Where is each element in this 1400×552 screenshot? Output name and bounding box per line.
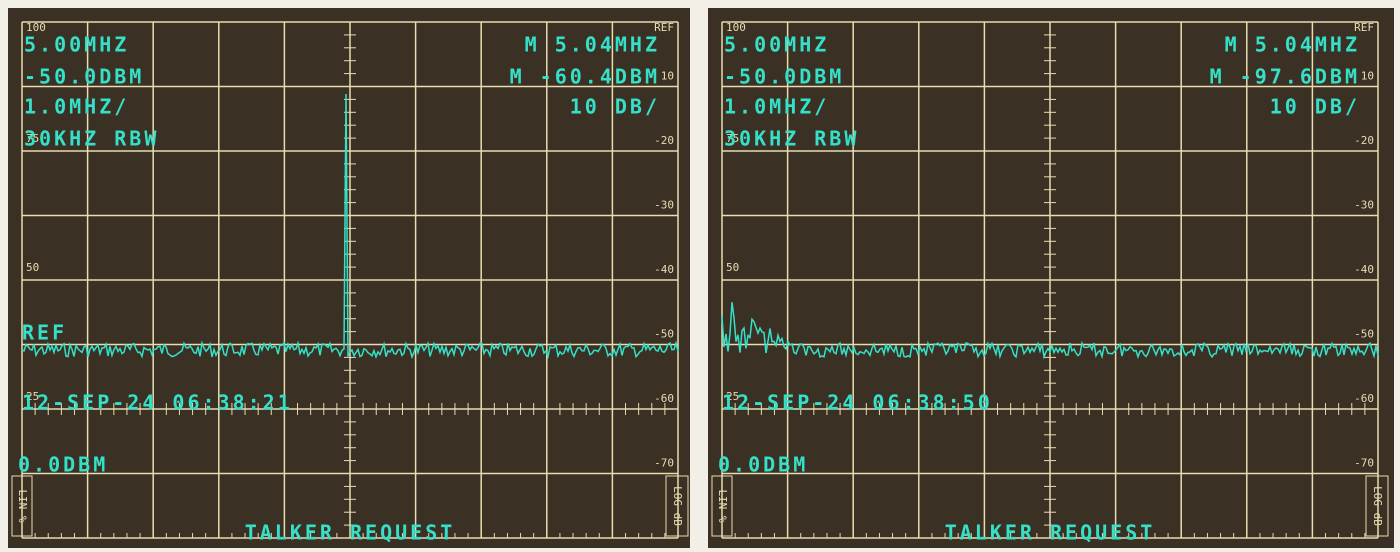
lin-label: LIN % bbox=[716, 489, 729, 522]
right-scale-label: -70 bbox=[1354, 457, 1374, 470]
scale-div: 10 DB/ bbox=[1270, 95, 1360, 119]
ref-marker: REF bbox=[22, 321, 67, 345]
page: 100755025REF10-20-30-40-50-60-705.00MHZ-… bbox=[0, 0, 1400, 552]
right-scale-label: -40 bbox=[1354, 263, 1374, 276]
right-scale-label: -20 bbox=[654, 134, 674, 147]
status: TALKER REQUEST bbox=[945, 521, 1156, 545]
bottom-level: 0.0DBM bbox=[718, 453, 808, 477]
center-freq: 5.00MHZ bbox=[724, 33, 829, 57]
right-scale-label: -50 bbox=[1354, 328, 1374, 341]
right-scale-label: -60 bbox=[654, 392, 674, 405]
rbw: 30KHZ RBW bbox=[24, 127, 159, 151]
timestamp: 12-SEP-24 06:38:21 bbox=[22, 391, 293, 415]
right-scale-label: -20 bbox=[1354, 134, 1374, 147]
log-label: LOG dB bbox=[1371, 486, 1384, 526]
ref-level: -50.0DBM bbox=[724, 65, 844, 89]
scale-div: 10 DB/ bbox=[570, 95, 660, 119]
log-label: LOG dB bbox=[671, 486, 684, 526]
rbw: 30KHZ RBW bbox=[724, 127, 859, 151]
left-scale-label: 50 bbox=[26, 261, 39, 274]
right-scale-label: -70 bbox=[654, 457, 674, 470]
marker-level: M -97.6DBM bbox=[1210, 65, 1360, 89]
right-scale-label: -50 bbox=[654, 328, 674, 341]
screens: 100755025REF10-20-30-40-50-60-705.00MHZ-… bbox=[0, 0, 1400, 552]
right-scale-label: -30 bbox=[1354, 199, 1374, 212]
screen-frame bbox=[8, 8, 690, 548]
right-scale-label: -60 bbox=[1354, 392, 1374, 405]
marker-freq: M 5.04MHZ bbox=[525, 33, 660, 57]
span: 1.0MHZ/ bbox=[24, 95, 129, 119]
bottom-level: 0.0DBM bbox=[18, 453, 108, 477]
left-scale-label: 50 bbox=[726, 261, 739, 274]
span: 1.0MHZ/ bbox=[724, 95, 829, 119]
ref-level: -50.0DBM bbox=[24, 65, 144, 89]
timestamp: 12-SEP-24 06:38:50 bbox=[722, 391, 993, 415]
lin-label: LIN % bbox=[16, 489, 29, 522]
marker-level: M -60.4DBM bbox=[510, 65, 660, 89]
right-scale-label: 10 bbox=[1361, 70, 1374, 83]
right-scale-label: 10 bbox=[661, 70, 674, 83]
right-scale-label: -30 bbox=[654, 199, 674, 212]
marker-freq: M 5.04MHZ bbox=[1225, 33, 1360, 57]
status: TALKER REQUEST bbox=[245, 521, 456, 545]
right-scale-label: -40 bbox=[654, 263, 674, 276]
screen-frame bbox=[708, 8, 1394, 548]
center-freq: 5.00MHZ bbox=[24, 33, 129, 57]
